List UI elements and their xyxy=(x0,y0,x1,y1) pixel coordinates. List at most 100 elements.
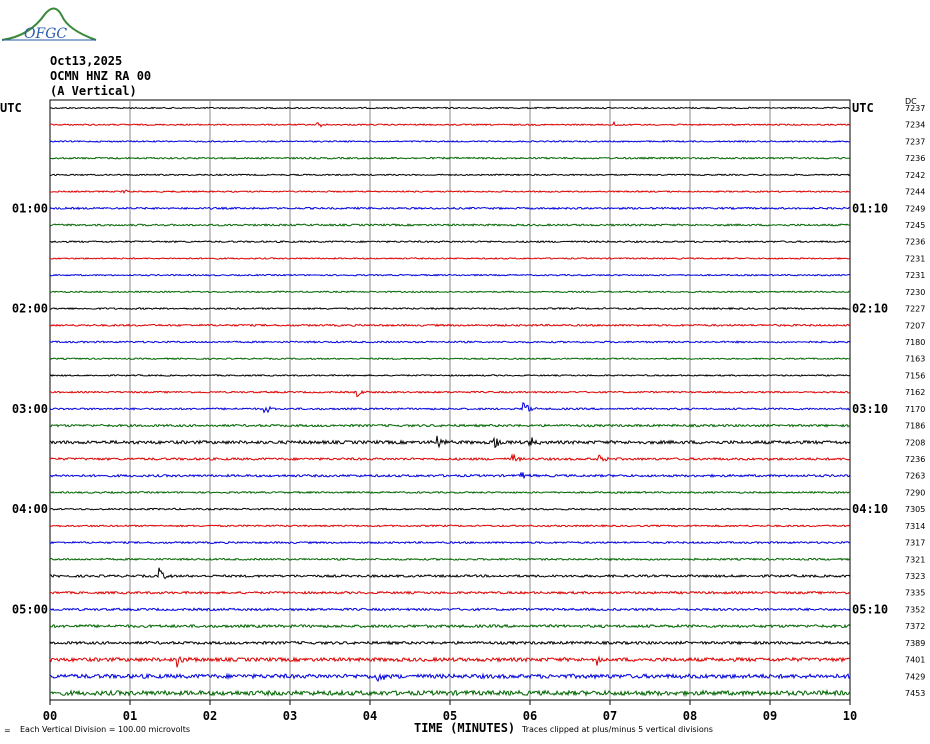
trace-4 xyxy=(49,173,851,177)
left-time-label: 04:00 xyxy=(12,502,48,516)
x-tick-label: 09 xyxy=(763,709,777,723)
dc-value: 7352 xyxy=(905,605,925,614)
x-tick-label: 06 xyxy=(523,709,537,723)
logo-icon xyxy=(1,7,97,41)
dc-value: 7227 xyxy=(905,305,925,314)
trace-19 xyxy=(49,423,851,428)
dc-value: 7244 xyxy=(905,188,925,197)
component-label: (A Vertical) xyxy=(50,84,137,98)
right-time-label: 02:10 xyxy=(852,302,888,316)
trace-31 xyxy=(49,623,851,629)
dc-value: 7323 xyxy=(905,572,925,581)
trace-23 xyxy=(49,490,850,495)
dc-value: 7162 xyxy=(905,388,925,397)
dc-value: 7156 xyxy=(905,371,925,380)
trace-28 xyxy=(49,567,851,580)
right-time-label: 04:10 xyxy=(852,502,888,516)
x-tick-label: 07 xyxy=(603,709,617,723)
trace-17 xyxy=(49,389,851,398)
logo-text: OFGC xyxy=(24,26,68,42)
dc-value: 7180 xyxy=(905,338,925,347)
trace-2 xyxy=(49,140,851,143)
trace-21 xyxy=(49,453,851,463)
trace-14 xyxy=(49,340,851,344)
trace-34 xyxy=(49,672,851,683)
dc-header: DC xyxy=(905,97,917,106)
trace-13 xyxy=(49,323,851,328)
dc-value: 7401 xyxy=(905,656,925,665)
trace-24 xyxy=(49,507,851,511)
trace-12 xyxy=(49,306,851,311)
utc-right-label: UTC xyxy=(852,101,874,115)
dc-value: 7207 xyxy=(905,321,925,330)
clip-note: Traces clipped at plus/minus 5 vertical … xyxy=(522,725,713,734)
trace-20 xyxy=(49,435,851,449)
left-time-label: 02:00 xyxy=(12,302,48,316)
trace-29 xyxy=(49,590,851,595)
dc-value: 7236 xyxy=(905,455,925,464)
left-time-label: 03:00 xyxy=(12,402,48,416)
dc-value: 7237 xyxy=(905,104,925,113)
dc-value: 7186 xyxy=(905,422,925,431)
trace-15 xyxy=(49,357,851,361)
dc-value: 7242 xyxy=(905,171,925,180)
station-label: OCMN HNZ RA 00 xyxy=(50,69,152,83)
trace-22 xyxy=(49,472,851,479)
dc-value: 7230 xyxy=(905,288,925,297)
x-tick-label: 00 xyxy=(43,709,57,723)
right-time-label: 05:10 xyxy=(852,602,888,616)
dc-value: 7372 xyxy=(905,622,925,631)
dc-value: 7389 xyxy=(905,639,925,648)
x-tick-label: 08 xyxy=(683,709,697,723)
dc-value: 7245 xyxy=(905,221,925,230)
dc-value: 7170 xyxy=(905,405,925,414)
trace-6 xyxy=(49,206,851,211)
trace-9 xyxy=(49,256,851,260)
dc-value: 7263 xyxy=(905,472,925,481)
x-tick-label: 10 xyxy=(843,709,857,723)
trace-8 xyxy=(49,240,851,244)
dc-value: 7231 xyxy=(905,254,925,263)
trace-16 xyxy=(49,374,851,377)
x-tick-label: 04 xyxy=(363,709,377,723)
x-tick-label: 01 xyxy=(123,709,137,723)
dc-value: 7231 xyxy=(905,271,925,280)
utc-left-label: UTC xyxy=(0,101,22,115)
trace-0 xyxy=(49,106,851,110)
dc-value: 7290 xyxy=(905,488,925,497)
dc-value: 7321 xyxy=(905,555,925,564)
trace-18 xyxy=(49,401,851,414)
dc-value: 7236 xyxy=(905,154,925,163)
x-tick-label: 05 xyxy=(443,709,457,723)
date-label: Oct13,2025 xyxy=(50,54,123,68)
dc-value: 7249 xyxy=(905,204,925,213)
dc-value: 7314 xyxy=(905,522,925,531)
trace-10 xyxy=(49,273,851,277)
trace-11 xyxy=(50,290,851,294)
right-time-label: 03:10 xyxy=(852,402,888,416)
x-tick-label: 03 xyxy=(283,709,297,723)
dc-value: 7453 xyxy=(905,689,925,698)
dc-value: 7236 xyxy=(905,238,925,247)
trace-26 xyxy=(49,540,851,545)
trace-7 xyxy=(49,223,851,227)
dc-value: 7317 xyxy=(905,539,925,548)
dc-value: 7163 xyxy=(905,355,925,364)
left-time-label: 01:00 xyxy=(12,201,48,215)
trace-30 xyxy=(49,607,851,612)
dc-value: 7208 xyxy=(905,438,925,447)
left-time-label: 05:00 xyxy=(12,602,48,616)
division-note: Each Vertical Division = 100.00 microvol… xyxy=(20,725,191,734)
trace-25 xyxy=(49,524,851,528)
trace-33 xyxy=(49,655,851,668)
dc-value: 7234 xyxy=(905,121,925,130)
dc-value: 7305 xyxy=(905,505,925,514)
dc-value: 7335 xyxy=(905,589,925,598)
trace-35 xyxy=(49,689,851,698)
trace-5 xyxy=(50,189,851,194)
trace-27 xyxy=(49,557,851,562)
trace-1 xyxy=(49,120,851,128)
trace-32 xyxy=(49,640,851,646)
dc-value: 7429 xyxy=(905,672,925,681)
x-axis-title: TIME (MINUTES) xyxy=(414,721,516,735)
